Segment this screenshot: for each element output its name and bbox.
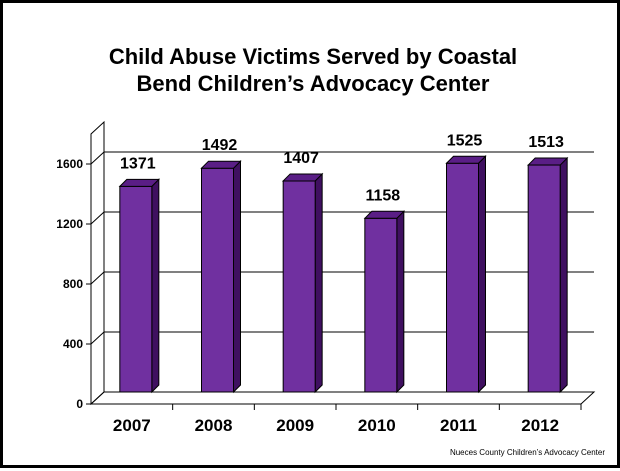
bar-top	[118, 178, 161, 187]
chart-title: Child Abuse Victims Served by Coastal Be…	[43, 43, 583, 97]
data-label: 1492	[202, 137, 238, 154]
y-gridline-side	[90, 331, 105, 345]
bar	[119, 185, 153, 393]
y-tick-label: 1600	[56, 157, 83, 171]
x-tick-label: 2009	[276, 416, 314, 435]
y-tick-label: 800	[63, 277, 83, 291]
bar	[527, 164, 561, 393]
bar-top	[200, 160, 242, 169]
chart-floor	[89, 391, 596, 405]
bar-side	[233, 159, 241, 394]
data-label: 1525	[447, 132, 483, 149]
bar-side	[478, 155, 486, 394]
x-tick-label: 2007	[113, 416, 151, 435]
data-label: 1158	[365, 187, 400, 204]
bar-side	[151, 178, 160, 394]
bar-top	[526, 157, 569, 166]
bar-top	[363, 210, 406, 219]
bar	[201, 167, 234, 393]
bar-side	[314, 172, 323, 394]
y-tick-label: 0	[76, 397, 83, 411]
x-tick-label: 2012	[521, 416, 559, 435]
y-gridline-side	[90, 211, 105, 225]
bar-top	[445, 155, 487, 164]
x-tick-label: 2010	[358, 416, 396, 435]
bar	[446, 162, 479, 393]
bar	[282, 180, 316, 393]
y-gridline-side	[90, 151, 105, 165]
data-label: 1407	[283, 150, 319, 167]
chart-side-wall	[90, 120, 105, 406]
x-tick-label: 2011	[440, 416, 477, 435]
source-note: Nueces County Children’s Advocacy Center	[449, 448, 605, 457]
bar	[364, 217, 398, 393]
data-label: 1513	[528, 134, 564, 151]
bar-top	[281, 173, 324, 182]
chart-title-line-1: Child Abuse Victims Served by Coastal	[108, 44, 518, 69]
y-tick-label: 1200	[56, 217, 83, 231]
data-label: 1371	[120, 155, 156, 172]
bar-side	[396, 210, 405, 394]
x-tick-label: 2008	[195, 416, 233, 435]
chart-title-line-2: Bend Children’s Advocacy Center	[136, 71, 490, 96]
y-tick-label: 400	[63, 337, 83, 351]
bar-chart: 0 400 800 1200 1600 1371 2007 1492 2008 1407 2009 1…	[56, 120, 596, 435]
bar-side	[559, 156, 568, 394]
y-gridline-side	[90, 271, 105, 285]
